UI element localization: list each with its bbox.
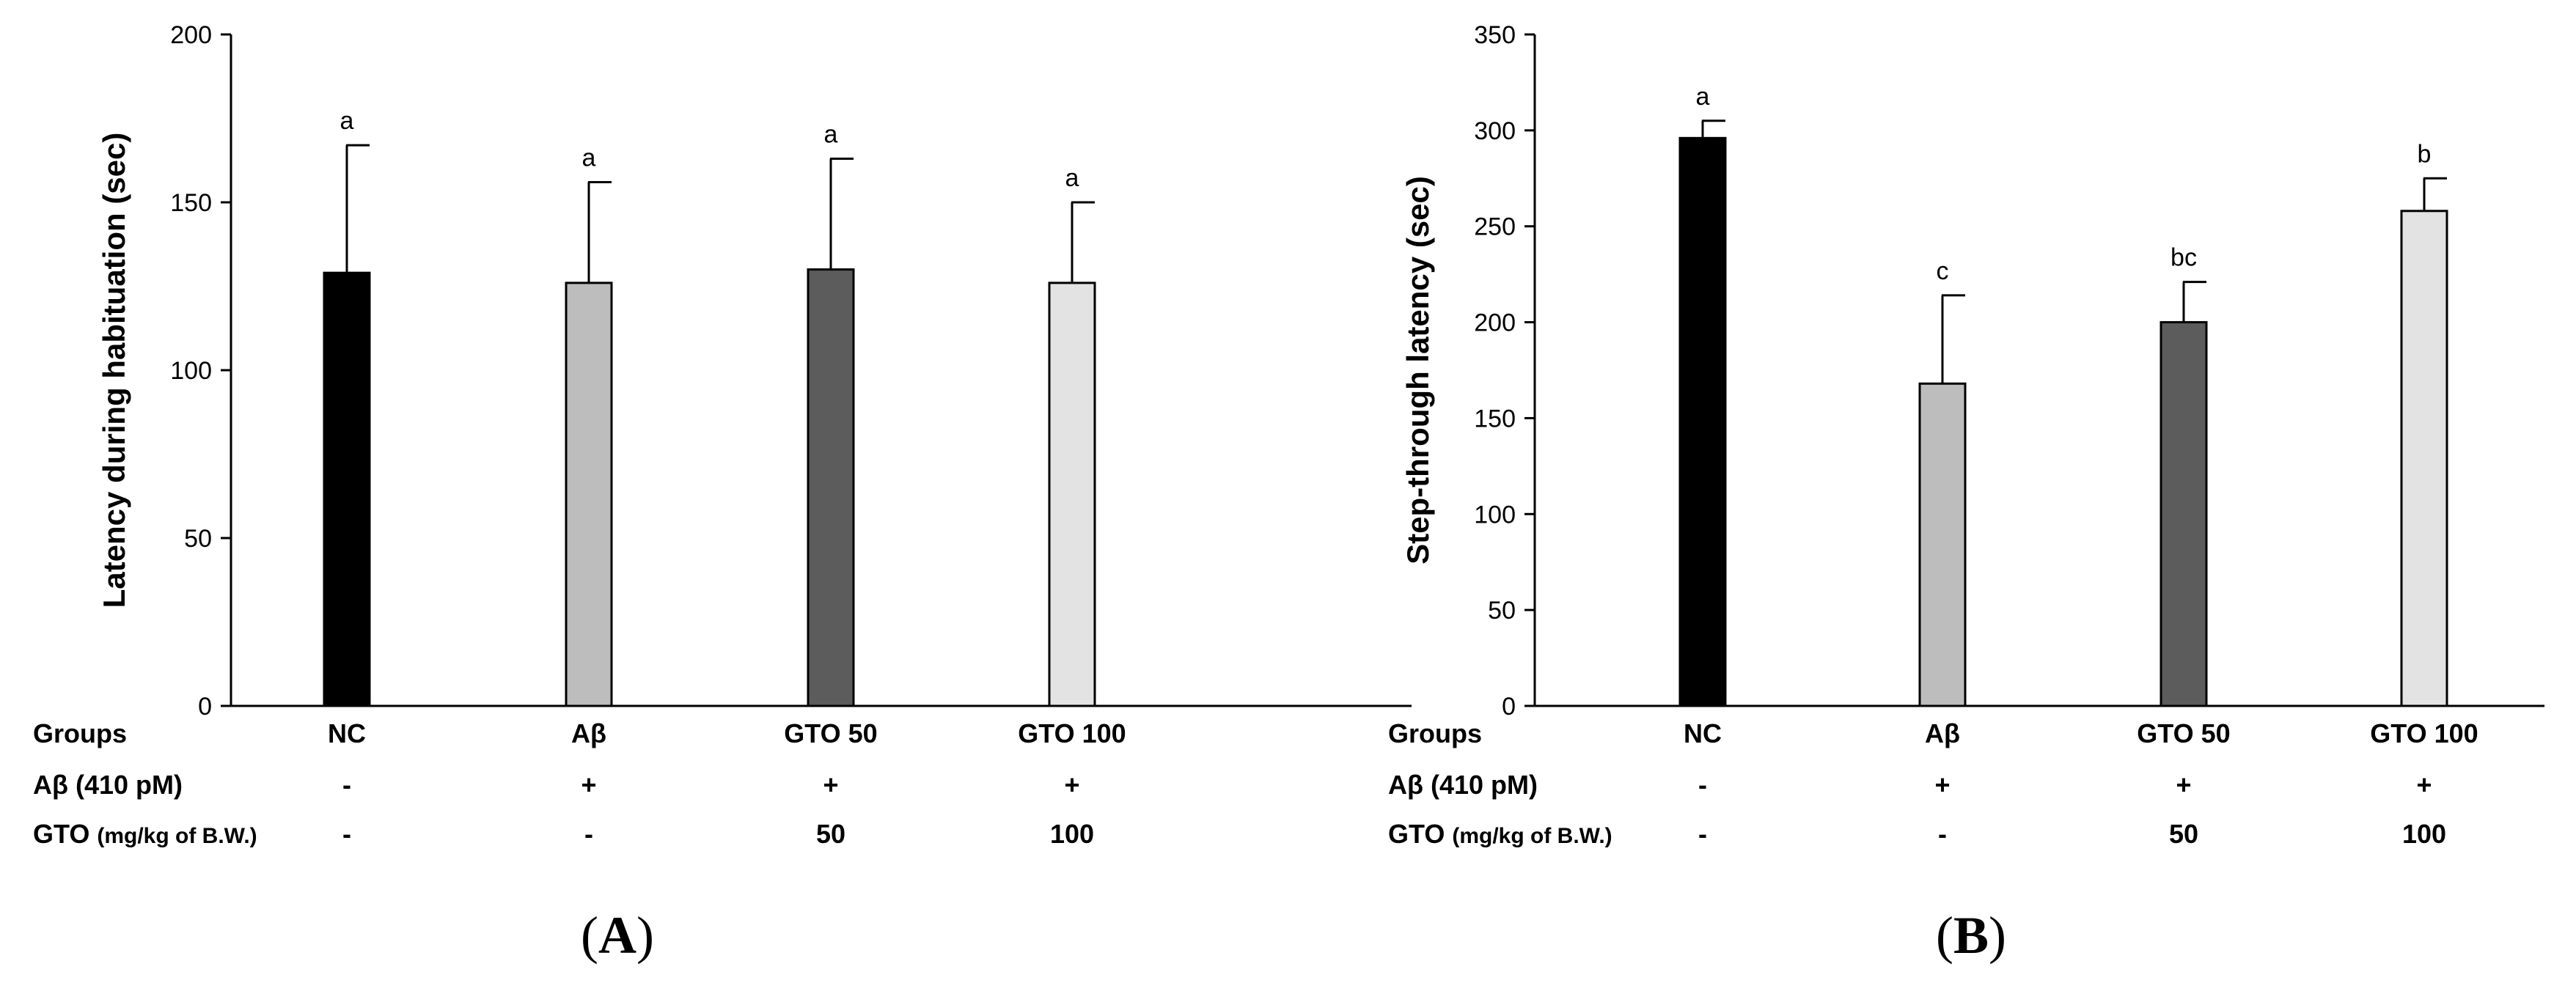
row-label-text: GTO [33, 819, 89, 849]
row-value: - [1698, 819, 1707, 849]
bar-gto-100 [1048, 281, 1096, 707]
y-tick-label: 100 [1474, 501, 1516, 529]
row-label-2: GTO (mg/kg of B.W.) [1388, 819, 1612, 849]
row-label-text: Aβ (410 pM) [1388, 770, 1538, 800]
bar-a- [565, 281, 613, 707]
bar-gto-50 [807, 268, 855, 707]
row-label-2: GTO (mg/kg of B.W.) [33, 819, 257, 849]
row-value: - [342, 770, 351, 800]
panel-label-open-paren: ( [1936, 906, 1953, 965]
row-value: + [1064, 770, 1079, 800]
bar-gto-100 [2400, 210, 2448, 707]
row-value: 50 [2169, 819, 2198, 849]
panel-label-letter: B [1953, 906, 1989, 965]
row-value: 100 [1050, 819, 1094, 849]
y-tick-label: 200 [170, 21, 212, 49]
bar-a- [1918, 382, 1967, 707]
y-tick-label: 100 [170, 357, 212, 385]
row-label-0: Groups [33, 718, 127, 748]
chart-panel-b: 0 50 100 150 200 250 300 350 Step-through latenc… [1388, 21, 2544, 965]
panel-label: (A) [581, 906, 654, 965]
y-tick-label: 150 [1474, 405, 1516, 432]
row-label-text: Groups [33, 718, 127, 748]
category-label: Aβ [1925, 718, 1960, 748]
bar-nc [1678, 136, 1727, 707]
bar-gto-50 [2159, 321, 2208, 707]
row-value: + [2416, 770, 2432, 800]
significance-label: a [1065, 164, 1079, 192]
significance-label: c [1937, 257, 1949, 285]
panel-label: (B) [1936, 906, 2006, 965]
row-label-text: Aβ (410 pM) [33, 770, 183, 800]
y-tick-label: 50 [184, 525, 212, 553]
significance-label: bc [2170, 244, 2197, 272]
y-tick-label: 300 [1474, 117, 1516, 145]
row-value: + [2176, 770, 2191, 800]
category-label: GTO 100 [2370, 718, 2478, 748]
y-axis-title: Step-through latency (sec) [1401, 176, 1435, 564]
row-label-suffix: (mg/kg of B.W.) [97, 824, 257, 848]
panel-label-letter: A [598, 906, 636, 965]
category-label: GTO 100 [1018, 718, 1126, 748]
panel-label-close-paren: ) [636, 906, 654, 965]
significance-label: a [582, 144, 596, 172]
row-label-1: Aβ (410 pM) [1388, 770, 1538, 800]
category-label: Aβ [571, 718, 606, 748]
row-value: 50 [816, 819, 845, 849]
category-label: NC [328, 718, 366, 748]
chart-panel-a: 0 50 100 150 200 Latency during habituation (… [33, 21, 1412, 965]
panel-label-open-paren: ( [581, 906, 598, 965]
y-tick-label: 200 [1474, 309, 1516, 337]
row-value: - [1938, 819, 1947, 849]
row-value: 100 [2402, 819, 2446, 849]
significance-label: b [2418, 140, 2432, 168]
significance-label: a [1696, 83, 1710, 111]
category-label: GTO 50 [2137, 718, 2230, 748]
y-tick-label: 150 [170, 189, 212, 217]
row-label-text: Groups [1388, 718, 1482, 748]
row-value: + [823, 770, 838, 800]
row-value: - [342, 819, 351, 849]
panel-label-close-paren: ) [1989, 906, 2006, 965]
row-value: + [1934, 770, 1950, 800]
significance-label: a [824, 120, 838, 148]
category-label: NC [1684, 718, 1722, 748]
row-label-text: GTO [1388, 819, 1445, 849]
y-tick-label: 0 [1502, 693, 1516, 721]
row-label-0: Groups [1388, 718, 1482, 748]
bar-nc [323, 271, 371, 707]
row-value: - [584, 819, 593, 849]
significance-label: a [340, 107, 354, 135]
y-tick-label: 250 [1474, 213, 1516, 241]
y-tick-label: 50 [1488, 597, 1516, 625]
row-value: - [1698, 770, 1707, 800]
y-tick-label: 350 [1474, 21, 1516, 49]
y-axis-title: Latency during habituation (sec) [97, 133, 131, 608]
row-value: + [581, 770, 596, 800]
row-label-suffix: (mg/kg of B.W.) [1452, 824, 1612, 848]
y-tick-label: 0 [198, 693, 212, 721]
category-label: GTO 50 [784, 718, 877, 748]
row-label-1: Aβ (410 pM) [33, 770, 183, 800]
